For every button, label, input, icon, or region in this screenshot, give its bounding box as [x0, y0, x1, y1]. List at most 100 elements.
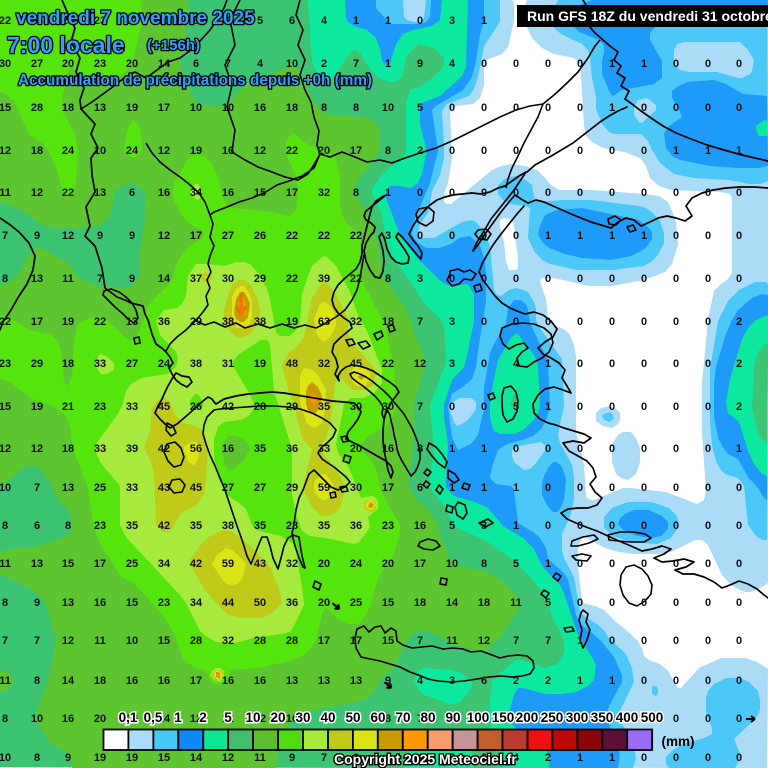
svg-text:17: 17: [31, 316, 43, 328]
svg-text:Run GFS 18Z du vendredi 31 oct: Run GFS 18Z du vendredi 31 octobre 2025: [527, 8, 768, 24]
svg-text:250: 250: [541, 710, 564, 725]
svg-text:0: 0: [705, 558, 711, 570]
svg-text:42: 42: [222, 401, 234, 413]
svg-text:25: 25: [350, 597, 362, 609]
svg-text:36: 36: [158, 316, 170, 328]
svg-text:0: 0: [577, 558, 583, 570]
svg-text:0: 0: [545, 102, 551, 114]
svg-text:70: 70: [395, 710, 410, 725]
svg-text:0: 0: [705, 675, 711, 687]
svg-text:28: 28: [254, 635, 266, 647]
svg-text:0: 0: [641, 273, 647, 285]
svg-text:150: 150: [492, 710, 515, 725]
svg-text:0: 0: [481, 316, 487, 328]
svg-text:1: 1: [736, 145, 742, 157]
svg-text:8: 8: [353, 187, 359, 199]
svg-text:0: 0: [673, 401, 679, 413]
svg-text:1: 1: [481, 15, 487, 27]
svg-text:0: 0: [513, 102, 519, 114]
svg-text:10: 10: [0, 752, 11, 764]
svg-text:0: 0: [449, 187, 455, 199]
svg-text:0: 0: [577, 520, 583, 532]
svg-text:19: 19: [126, 752, 138, 764]
svg-text:60: 60: [370, 710, 385, 725]
svg-text:4: 4: [513, 358, 520, 370]
svg-text:19: 19: [286, 316, 298, 328]
svg-text:7: 7: [353, 58, 359, 70]
svg-text:1: 1: [545, 358, 551, 370]
svg-text:10: 10: [126, 635, 138, 647]
svg-text:0: 0: [609, 401, 615, 413]
svg-text:35: 35: [254, 520, 266, 532]
svg-text:22: 22: [318, 230, 330, 242]
svg-text:0: 0: [705, 635, 711, 647]
svg-text:18: 18: [286, 102, 298, 114]
svg-text:7: 7: [321, 752, 327, 764]
svg-text:8: 8: [385, 145, 391, 157]
svg-text:17: 17: [318, 635, 330, 647]
svg-text:1: 1: [577, 635, 583, 647]
svg-text:11: 11: [0, 675, 11, 687]
svg-text:20: 20: [318, 558, 330, 570]
svg-text:6: 6: [481, 675, 487, 687]
svg-text:1: 1: [577, 752, 583, 764]
svg-text:0: 0: [736, 635, 742, 647]
svg-text:100: 100: [467, 710, 490, 725]
svg-text:9: 9: [34, 597, 40, 609]
svg-text:20: 20: [382, 558, 394, 570]
svg-text:0: 0: [609, 145, 615, 157]
svg-text:7: 7: [417, 316, 423, 328]
svg-text:20: 20: [62, 58, 74, 70]
svg-text:17: 17: [94, 558, 106, 570]
svg-text:15: 15: [126, 597, 138, 609]
svg-text:11: 11: [510, 597, 522, 609]
svg-text:0,1: 0,1: [119, 710, 138, 725]
svg-text:1: 1: [577, 230, 583, 242]
svg-text:7:00 locale: 7:00 locale: [7, 32, 125, 58]
svg-text:13: 13: [126, 316, 138, 328]
svg-text:0: 0: [545, 187, 551, 199]
svg-text:0: 0: [736, 752, 742, 764]
svg-text:29: 29: [286, 482, 298, 494]
svg-text:9: 9: [129, 230, 135, 242]
svg-text:0: 0: [513, 443, 519, 455]
svg-text:0: 0: [673, 102, 679, 114]
svg-text:28: 28: [286, 520, 298, 532]
svg-text:33: 33: [94, 358, 106, 370]
svg-text:8: 8: [65, 520, 71, 532]
svg-text:0: 0: [641, 520, 647, 532]
svg-text:0: 0: [705, 102, 711, 114]
svg-text:40: 40: [320, 710, 335, 725]
svg-text:28: 28: [31, 102, 43, 114]
svg-text:31: 31: [222, 358, 234, 370]
svg-text:20: 20: [270, 710, 285, 725]
svg-text:23: 23: [158, 597, 170, 609]
svg-text:0: 0: [673, 230, 679, 242]
svg-text:0: 0: [705, 58, 711, 70]
svg-text:0: 0: [641, 443, 647, 455]
svg-text:0: 0: [736, 482, 742, 494]
svg-text:2: 2: [736, 316, 742, 328]
svg-text:14: 14: [446, 597, 459, 609]
svg-text:1: 1: [545, 558, 551, 570]
svg-text:1: 1: [513, 482, 519, 494]
svg-text:24: 24: [62, 145, 75, 157]
svg-text:0: 0: [545, 58, 551, 70]
svg-text:30: 30: [382, 401, 394, 413]
svg-text:44: 44: [222, 597, 235, 609]
svg-text:29: 29: [31, 358, 43, 370]
svg-text:6: 6: [385, 752, 391, 764]
svg-text:45: 45: [158, 401, 170, 413]
svg-text:28: 28: [190, 635, 202, 647]
svg-text:10: 10: [245, 710, 260, 725]
svg-text:32: 32: [318, 358, 330, 370]
svg-text:0: 0: [641, 358, 647, 370]
svg-text:12: 12: [254, 145, 266, 157]
svg-text:0: 0: [577, 482, 583, 494]
svg-text:6: 6: [449, 713, 455, 725]
svg-text:0: 0: [673, 635, 679, 647]
svg-text:0: 0: [577, 58, 583, 70]
svg-text:8: 8: [2, 597, 8, 609]
svg-text:0: 0: [609, 597, 615, 609]
svg-text:0: 0: [545, 145, 551, 157]
